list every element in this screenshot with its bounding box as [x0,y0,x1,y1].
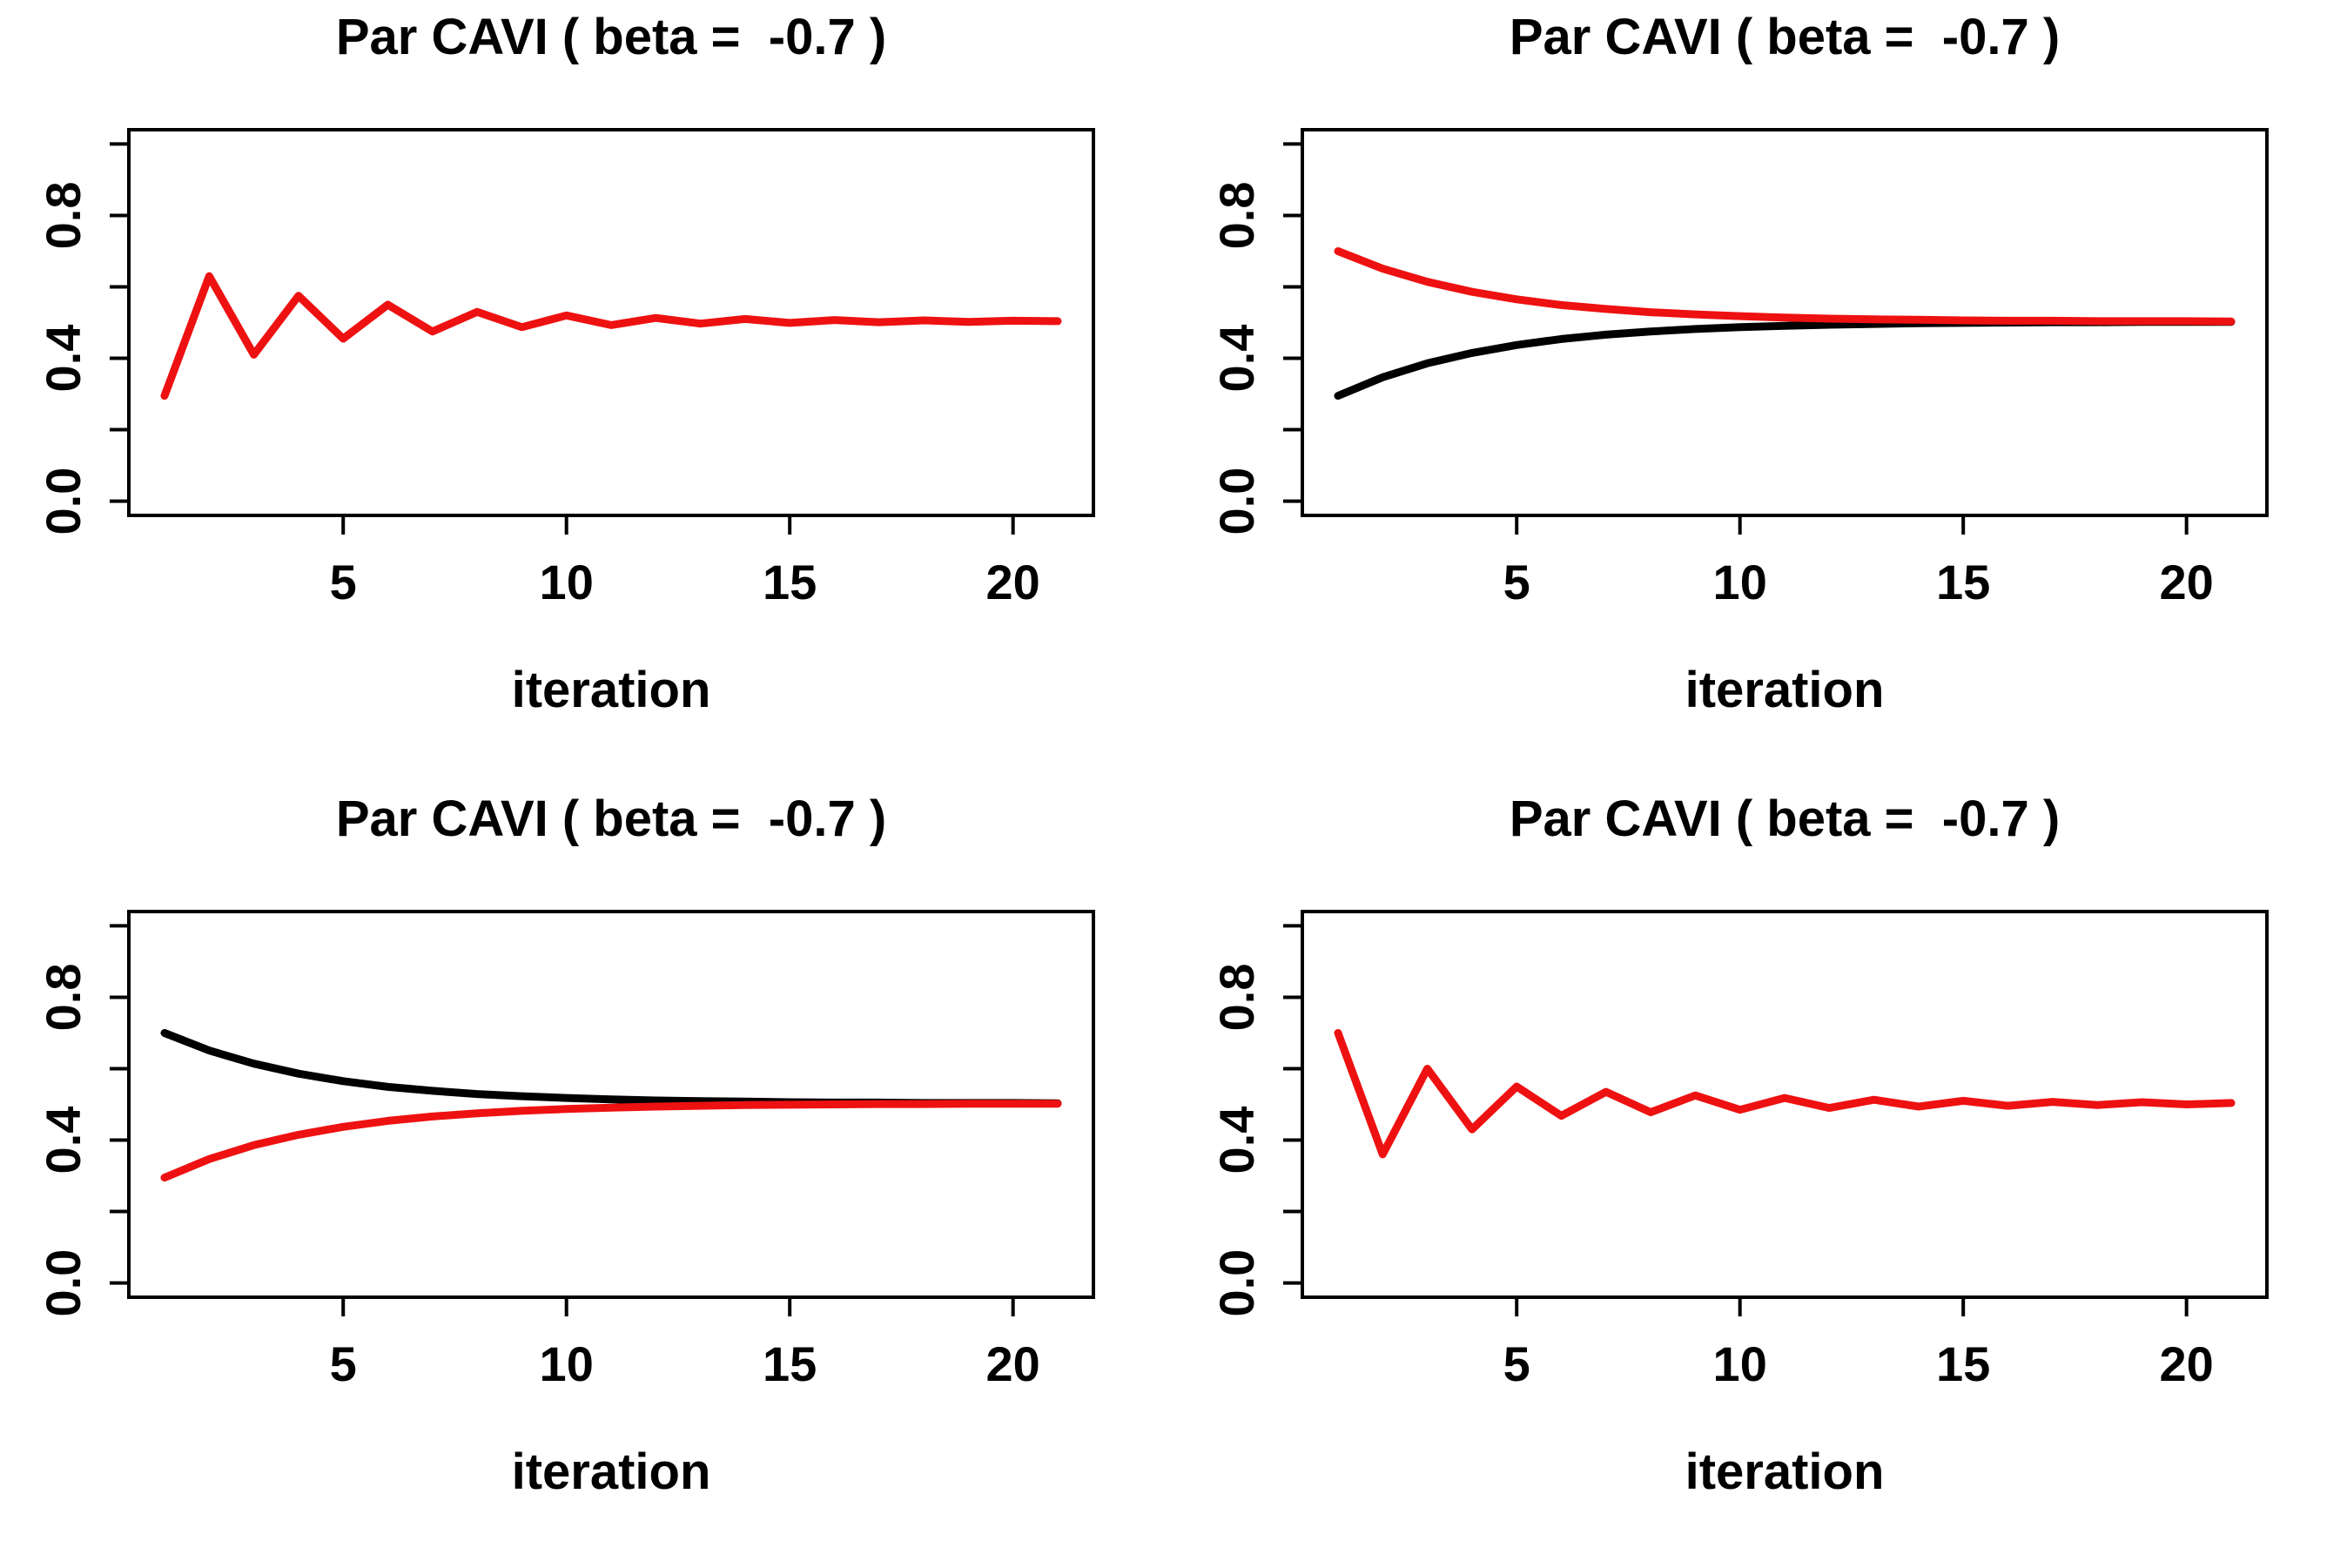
series-lines [160,1029,1062,1182]
series-lines [160,272,1062,400]
x-tick-label: 5 [330,1336,357,1391]
y-tick-label: 0.0 [1209,468,1264,535]
x-tick-label: 20 [986,1336,1040,1391]
x-tick-label: 20 [2160,555,2214,609]
chart-top-left: Par CAVI ( beta = -0.7 ) 5 10 15 20 0.0 0.4 0.… [36,9,1095,718]
x-tick-label: 10 [1713,555,1767,609]
line-red [160,1100,1062,1182]
axis-ticks: 5 10 15 20 0.0 0.4 0.8 [36,142,1040,609]
x-tick-label: 15 [763,555,817,609]
y-tick-label: 0.0 [1209,1249,1264,1317]
x-axis-label: iteration [512,1444,711,1500]
axis-ticks: 5 10 15 20 0.0 0.4 0.8 [1209,924,2214,1391]
chart-title: Par CAVI ( beta = -0.7 ) [336,9,886,65]
axis-ticks: 5 10 15 20 0.0 0.4 0.8 [36,924,1040,1391]
chart-bottom-left: Par CAVI ( beta = -0.7 ) 5 10 15 20 0.0 0.4 0.… [36,791,1095,1500]
y-tick-label: 0.4 [1209,1107,1264,1174]
x-tick-label: 10 [1713,1336,1767,1391]
panel-bottom-left: Par CAVI ( beta = -0.7 ) 5 10 15 20 0.0 0.4 0.… [0,782,1174,1564]
series-lines [1334,1029,2236,1159]
panel-top-left: Par CAVI ( beta = -0.7 ) 5 10 15 20 0.0 0.4 0.… [0,0,1174,782]
chart-title: Par CAVI ( beta = -0.7 ) [336,791,886,847]
y-tick-label: 0.4 [36,1107,91,1174]
chart-title: Par CAVI ( beta = -0.7 ) [1510,791,2060,847]
x-tick-label: 20 [2160,1336,2214,1391]
y-tick-label: 0.8 [1209,182,1264,250]
series-lines [1334,247,2236,400]
y-tick-label: 0.4 [36,325,91,393]
panel-bottom-right: Par CAVI ( beta = -0.7 ) 5 10 15 20 0.0 0.4 0.… [1174,782,2347,1564]
chart-top-right: Par CAVI ( beta = -0.7 ) 5 10 15 20 0.0 0.4 0.… [1209,9,2269,718]
x-axis-label: iteration [1685,662,1885,718]
line-red [1334,247,2236,326]
x-tick-label: 10 [540,555,594,609]
x-tick-label: 15 [1936,555,1990,609]
line-black [1334,318,2236,400]
x-tick-label: 15 [763,1336,817,1391]
plot-box [1301,910,2269,1299]
x-axis-label: iteration [512,662,711,718]
plot-box [127,128,1095,517]
y-tick-label: 0.0 [36,1249,91,1317]
x-tick-label: 15 [1936,1336,1990,1391]
y-tick-label: 0.8 [36,964,91,1032]
x-tick-label: 5 [330,555,357,609]
panel-top-right: Par CAVI ( beta = -0.7 ) 5 10 15 20 0.0 0.4 0.… [1174,0,2347,782]
x-axis-label: iteration [1685,1444,1885,1500]
y-tick-label: 0.0 [36,468,91,535]
y-tick-label: 0.8 [36,182,91,250]
x-tick-label: 5 [1503,555,1530,609]
x-tick-label: 5 [1503,1336,1530,1391]
y-tick-label: 0.8 [1209,964,1264,1032]
chart-title: Par CAVI ( beta = -0.7 ) [1510,9,2060,65]
line-red [160,272,1062,400]
chart-bottom-right: Par CAVI ( beta = -0.7 ) 5 10 15 20 0.0 0.4 0.… [1209,791,2269,1500]
plot-box [1301,128,2269,517]
x-tick-label: 10 [540,1336,594,1391]
x-tick-label: 20 [986,555,1040,609]
axis-ticks: 5 10 15 20 0.0 0.4 0.8 [1209,142,2214,609]
line-red [1334,1029,2236,1159]
line-black [160,1029,1062,1107]
plot-box [127,910,1095,1299]
y-tick-label: 0.4 [1209,325,1264,393]
